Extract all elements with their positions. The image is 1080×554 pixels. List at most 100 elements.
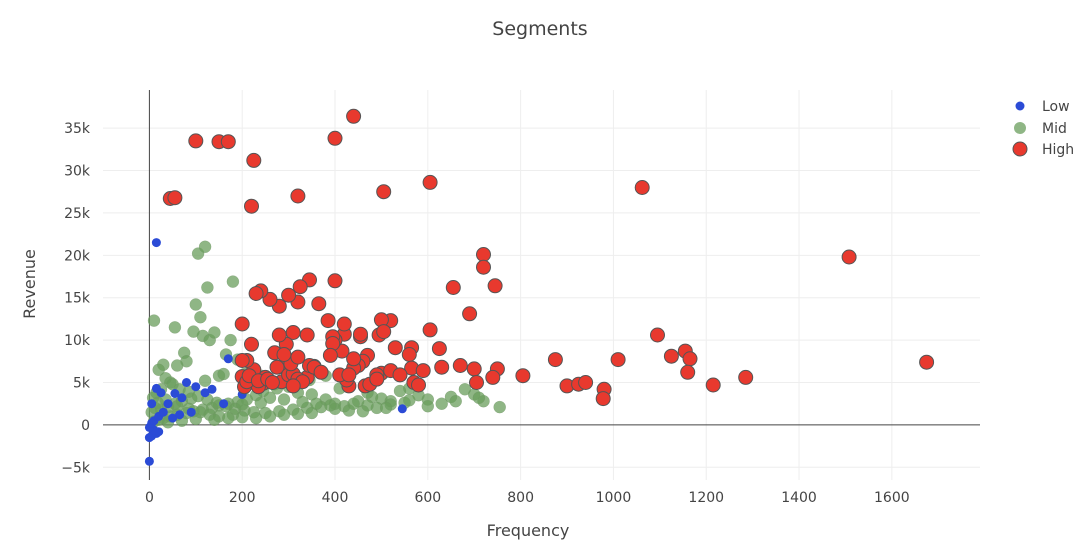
point-high[interactable] — [234, 316, 250, 332]
point-mid[interactable] — [226, 275, 240, 288]
point-high[interactable] — [547, 352, 563, 368]
point-mid[interactable] — [152, 363, 165, 377]
point-low[interactable] — [200, 388, 210, 398]
point-high[interactable] — [469, 375, 484, 390]
point-high[interactable] — [445, 280, 461, 295]
point-high[interactable] — [650, 327, 665, 343]
point-high[interactable] — [485, 369, 501, 385]
point-mid[interactable] — [198, 240, 212, 254]
point-mid[interactable] — [249, 411, 263, 425]
point-mid[interactable] — [393, 384, 407, 398]
point-high[interactable] — [401, 347, 417, 362]
point-mid[interactable] — [170, 359, 184, 372]
point-mid[interactable] — [222, 411, 235, 425]
point-mid[interactable] — [263, 391, 277, 405]
point-high[interactable] — [290, 188, 306, 204]
legend-item-mid[interactable]: Mid — [1014, 121, 1067, 137]
point-high[interactable] — [346, 108, 362, 124]
legend-item-low[interactable]: Low — [1015, 99, 1070, 115]
point-high[interactable] — [276, 347, 292, 362]
point-mid[interactable] — [224, 333, 237, 347]
point-mid[interactable] — [277, 393, 291, 406]
point-high[interactable] — [188, 133, 204, 149]
point-high[interactable] — [595, 391, 611, 407]
point-low[interactable] — [144, 456, 154, 466]
point-mid[interactable] — [472, 391, 486, 405]
point-high[interactable] — [167, 190, 183, 206]
point-high[interactable] — [322, 347, 338, 363]
plot-area[interactable] — [144, 108, 935, 466]
point-high[interactable] — [411, 377, 426, 393]
point-low[interactable] — [219, 399, 229, 409]
point-mid[interactable] — [263, 410, 277, 423]
point-mid[interactable] — [493, 400, 506, 414]
point-high[interactable] — [431, 341, 447, 357]
point-high[interactable] — [663, 348, 679, 364]
point-high[interactable] — [244, 336, 259, 352]
point-high[interactable] — [578, 375, 594, 390]
point-high[interactable] — [422, 322, 438, 338]
point-high[interactable] — [341, 367, 357, 383]
legend[interactable]: Low Mid High — [1012, 99, 1074, 158]
point-high[interactable] — [610, 352, 626, 368]
point-mid[interactable] — [379, 401, 393, 415]
point-mid[interactable] — [198, 374, 212, 388]
point-mid[interactable] — [277, 408, 291, 421]
point-mid[interactable] — [217, 367, 230, 381]
point-high[interactable] — [327, 273, 343, 289]
point-mid[interactable] — [449, 394, 462, 408]
point-high[interactable] — [248, 286, 264, 301]
point-mid[interactable] — [201, 281, 214, 294]
point-high[interactable] — [269, 359, 285, 375]
point-low[interactable] — [182, 378, 191, 387]
point-high[interactable] — [682, 351, 698, 367]
point-high[interactable] — [311, 296, 327, 312]
point-mid[interactable] — [208, 326, 221, 339]
point-high[interactable] — [271, 327, 287, 343]
point-low[interactable] — [397, 404, 407, 414]
point-mid[interactable] — [347, 397, 360, 410]
point-mid[interactable] — [421, 399, 435, 413]
point-mid[interactable] — [291, 407, 305, 421]
point-high[interactable] — [281, 287, 297, 303]
legend-item-high[interactable]: High — [1012, 141, 1074, 158]
point-high[interactable] — [336, 316, 352, 332]
point-low[interactable] — [163, 399, 173, 409]
point-mid[interactable] — [435, 397, 448, 410]
point-mid[interactable] — [403, 394, 416, 407]
point-high[interactable] — [346, 351, 362, 367]
point-high[interactable] — [299, 327, 315, 343]
point-high[interactable] — [462, 306, 478, 322]
point-high[interactable] — [452, 358, 468, 373]
point-high[interactable] — [220, 134, 236, 150]
point-high[interactable] — [285, 378, 301, 394]
point-mid[interactable] — [235, 398, 249, 411]
point-low[interactable] — [186, 407, 196, 417]
point-low[interactable] — [223, 354, 233, 364]
point-high[interactable] — [705, 377, 721, 393]
point-low[interactable] — [170, 389, 180, 398]
point-low[interactable] — [158, 407, 168, 417]
point-high[interactable] — [422, 174, 438, 190]
point-high[interactable] — [466, 361, 482, 377]
point-high[interactable] — [434, 359, 450, 375]
point-high[interactable] — [246, 152, 262, 168]
point-high[interactable] — [313, 364, 329, 380]
point-low[interactable] — [177, 393, 187, 403]
point-mid[interactable] — [296, 395, 309, 409]
point-high[interactable] — [680, 364, 696, 380]
point-low[interactable] — [168, 413, 178, 423]
point-low[interactable] — [191, 382, 201, 392]
point-high[interactable] — [290, 349, 306, 365]
point-high[interactable] — [392, 367, 408, 383]
point-high[interactable] — [738, 369, 754, 385]
point-high[interactable] — [919, 354, 935, 370]
point-low[interactable] — [147, 399, 157, 409]
point-high[interactable] — [234, 353, 250, 368]
point-mid[interactable] — [235, 411, 249, 424]
point-high[interactable] — [369, 371, 385, 387]
point-high[interactable] — [353, 326, 368, 342]
point-mid[interactable] — [189, 298, 203, 311]
point-high[interactable] — [320, 313, 336, 329]
point-high[interactable] — [487, 278, 503, 294]
